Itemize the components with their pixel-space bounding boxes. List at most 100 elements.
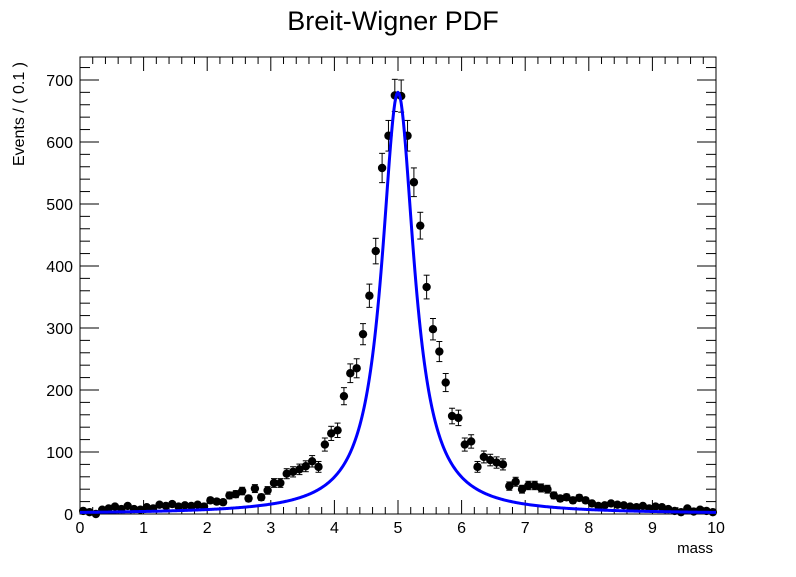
- x-tick-label: 9: [648, 520, 657, 537]
- marker: [594, 501, 603, 511]
- data-point: [206, 496, 215, 505]
- y-tick-label: 500: [46, 197, 73, 214]
- marker: [536, 483, 546, 493]
- data-point: [422, 274, 431, 300]
- marker: [409, 178, 419, 187]
- fit-curve: [79, 90, 717, 514]
- marker: [225, 491, 234, 500]
- y-tick-label: 300: [46, 321, 73, 338]
- data-point: [295, 463, 304, 476]
- marker: [466, 437, 476, 446]
- data-point: [581, 496, 590, 505]
- x-tick-label: 7: [521, 520, 530, 537]
- marker: [416, 221, 425, 230]
- marker: [358, 329, 368, 339]
- data-point: [218, 498, 228, 507]
- data-point: [104, 504, 113, 513]
- data-point: [536, 483, 546, 493]
- marker: [447, 411, 457, 421]
- data-point: [168, 499, 177, 509]
- marker: [212, 497, 221, 506]
- marker: [174, 502, 183, 511]
- data-point: [365, 283, 374, 308]
- y-axis-label: Events / ( 0.1 ): [11, 62, 28, 166]
- data-point: [346, 363, 355, 384]
- data-point: [352, 358, 361, 379]
- marker: [327, 429, 336, 438]
- data-point: [244, 494, 253, 503]
- data-point: [155, 500, 164, 509]
- data-point: [307, 455, 317, 468]
- data-point: [225, 491, 234, 500]
- marker: [517, 484, 527, 494]
- data-point: [454, 409, 463, 427]
- marker: [352, 364, 361, 373]
- marker: [619, 501, 628, 510]
- data-point: [377, 152, 387, 184]
- data-point: [657, 502, 667, 512]
- y-tick-label: 0: [64, 507, 73, 524]
- data-point: [441, 373, 450, 393]
- marker: [473, 462, 482, 472]
- data-point: [562, 493, 571, 502]
- marker: [555, 494, 565, 503]
- marker: [263, 486, 272, 495]
- marker: [422, 282, 431, 292]
- marker: [543, 484, 552, 494]
- marker: [377, 163, 387, 173]
- marker: [244, 494, 253, 503]
- data-point: [237, 486, 247, 496]
- data-points: [78, 78, 718, 519]
- data-point: [257, 493, 266, 502]
- marker: [161, 501, 171, 511]
- y-tick-label: 400: [46, 259, 73, 276]
- marker: [193, 500, 202, 509]
- marker: [549, 491, 559, 500]
- data-point: [276, 478, 285, 488]
- marker: [218, 498, 228, 507]
- marker: [460, 440, 469, 449]
- marker: [524, 481, 533, 490]
- marker: [479, 452, 489, 462]
- data-point: [473, 460, 482, 473]
- data-point: [282, 468, 291, 480]
- marker: [505, 481, 514, 491]
- data-point: [320, 437, 330, 452]
- data-point: [269, 478, 279, 488]
- marker: [155, 500, 164, 509]
- data-point: [594, 501, 603, 511]
- data-point: [613, 500, 622, 509]
- x-tick-label: 1: [139, 520, 148, 537]
- data-point: [543, 484, 552, 494]
- chart-title: Breit-Wigner PDF: [287, 6, 499, 36]
- x-tick-label: 10: [707, 520, 725, 537]
- marker: [441, 378, 450, 387]
- marker: [180, 501, 190, 510]
- marker: [511, 477, 520, 486]
- data-point: [498, 458, 508, 471]
- marker: [307, 457, 317, 466]
- marker: [365, 291, 374, 300]
- data-point: [123, 501, 132, 511]
- marker: [638, 501, 648, 511]
- data-point: [606, 499, 616, 508]
- plot-area-border: [79, 56, 717, 515]
- marker: [568, 496, 578, 505]
- marker: [530, 481, 539, 490]
- data-point: [492, 456, 501, 469]
- data-point: [416, 211, 425, 240]
- marker: [314, 462, 323, 472]
- marker: [339, 391, 349, 401]
- data-point: [619, 501, 628, 510]
- data-point: [625, 502, 635, 511]
- data-point: [110, 502, 120, 511]
- x-tick-label: 8: [584, 520, 593, 537]
- data-point: [505, 481, 514, 491]
- data-point: [288, 466, 298, 478]
- data-point: [314, 460, 323, 473]
- data-point: [447, 407, 457, 425]
- marker: [110, 502, 120, 511]
